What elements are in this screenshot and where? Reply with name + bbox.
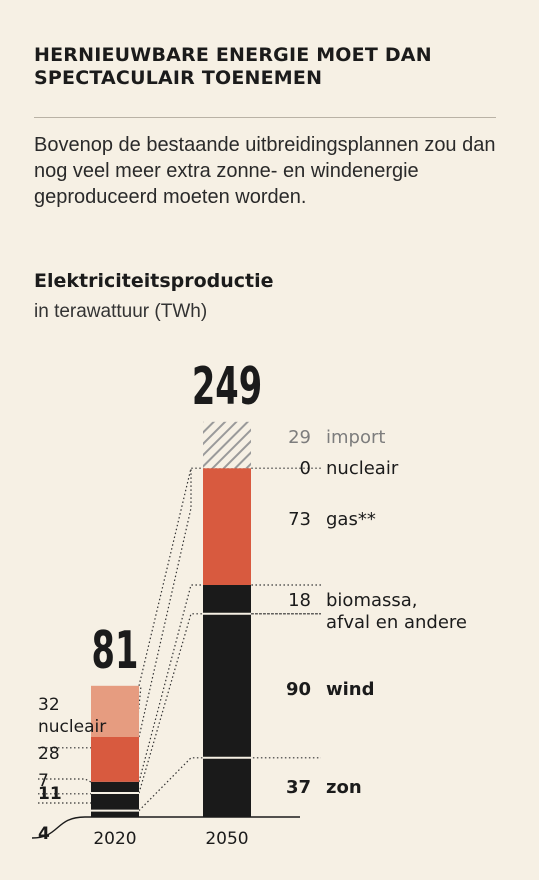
bar-2020-biomassa [91, 781, 139, 793]
label-2050-gas-value: 73 [288, 509, 311, 530]
connector-zon [138, 757, 321, 812]
label-2050-biomassa-value: 18 [288, 590, 311, 611]
bar-2050-gas [203, 468, 251, 585]
label-2050-zon-name: zon [326, 777, 362, 798]
bar-2020-wind [91, 793, 139, 811]
category-label-2050: 2050 [205, 829, 248, 849]
label-2050-wind-name: wind [326, 679, 375, 700]
chart-title: Elektriciteitsproductie [34, 270, 274, 292]
total-label-2020: 81 [92, 620, 139, 681]
connector-gas [138, 468, 192, 738]
baseline [31, 816, 300, 839]
divider [34, 117, 496, 118]
bar-2050-import [203, 421, 251, 469]
bar-2050-wind [203, 613, 251, 758]
bar-2020-nucleair [91, 685, 139, 737]
label-2050-import-value: 29 [288, 427, 311, 448]
label-2050-nucleair-value: 0 [300, 458, 311, 479]
bar-2020-gas [91, 737, 139, 782]
label-2020-gas-value: 28 [38, 744, 60, 764]
total-label-2050: 249 [192, 356, 262, 417]
label-2020-wind-value: 11 [38, 784, 62, 804]
label-2020-biomassa-value: 7 [38, 771, 49, 791]
label-2050-gas-name: gas** [326, 509, 376, 530]
label-2020-nucleair-value: 32 [38, 695, 60, 715]
intro-text: Bovenop de bestaande uitbreidingsplannen… [34, 134, 496, 208]
category-label-2020: 2020 [93, 829, 136, 849]
label-2020-zon-value: 4 [38, 824, 50, 844]
label-2020-nucleair-name: nucleair [38, 717, 106, 737]
connector-wind [138, 613, 321, 794]
bar-2050-zon [203, 757, 251, 817]
label-2050-wind-value: 90 [286, 679, 311, 700]
label-2050-zon-value: 37 [286, 777, 311, 798]
headline: HERNIEUWBARE ENERGIE MOET DAN SPECTACULA… [34, 44, 432, 89]
label-2050-biomassa-name: biomassa, [326, 590, 418, 611]
bar-2020-zon [91, 810, 139, 817]
label-2050-import-name: import [326, 427, 385, 448]
chart-subtitle: in terawattuur (TWh) [34, 301, 208, 322]
label-2050-biomassa-name-line2: afval en andere [326, 612, 467, 633]
label-2050-nucleair-name: nucleair [326, 458, 399, 479]
bar-2050-biomassa [203, 585, 251, 614]
